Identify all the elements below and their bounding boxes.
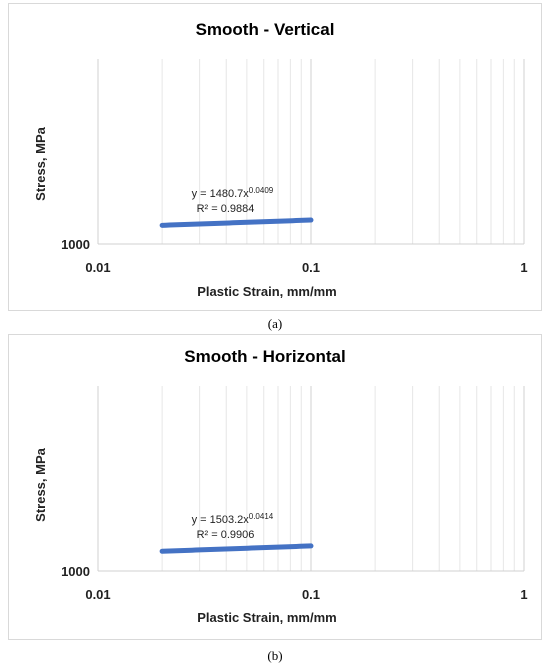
series-line	[159, 543, 314, 554]
x-tick-label: 1	[520, 260, 527, 275]
chart-title: Smooth - Horizontal	[184, 347, 345, 366]
x-tick-label: 0.1	[302, 587, 320, 602]
y-axis-label: Stress, MPa	[33, 447, 48, 521]
chart-panel-a: Smooth - Vertical y = 1480.7x0.0409 R² =…	[8, 3, 542, 311]
x-axis-label: Plastic Strain, mm/mm	[197, 284, 336, 299]
y-axis-label: Stress, MPa	[33, 126, 48, 200]
x-tick-label: 1	[520, 587, 527, 602]
chart-b: Smooth - Horizontal y = 1503.2x0.0414 R²…	[33, 347, 528, 625]
series-line	[159, 217, 314, 228]
x-axis-label: Plastic Strain, mm/mm	[197, 610, 336, 625]
y-tick-label: 1000	[61, 564, 90, 579]
trendline-equation: y = 1480.7x0.0409	[192, 186, 274, 200]
chart-title: Smooth - Vertical	[196, 20, 335, 39]
trendline-r2: R² = 0.9906	[197, 529, 255, 541]
grid-lines	[97, 59, 525, 244]
trendline-equation: y = 1503.2x0.0414	[192, 512, 274, 526]
x-tick-label: 0.01	[85, 587, 110, 602]
chart-a: Smooth - Vertical y = 1480.7x0.0409 R² =…	[33, 20, 528, 299]
x-tick-label: 0.1	[302, 260, 320, 275]
grid-lines	[97, 386, 525, 571]
y-tick-label: 1000	[61, 237, 90, 252]
x-tick-label: 0.01	[85, 260, 110, 275]
trendline-r2: R² = 0.9884	[197, 203, 255, 215]
trendline-exponent: 0.0409	[249, 186, 274, 195]
chart-panel-b: Smooth - Horizontal y = 1503.2x0.0414 R²…	[8, 334, 542, 640]
caption-b: (b)	[267, 648, 283, 663]
caption-a: (a)	[267, 316, 283, 331]
trendline-exponent: 0.0414	[249, 512, 274, 521]
